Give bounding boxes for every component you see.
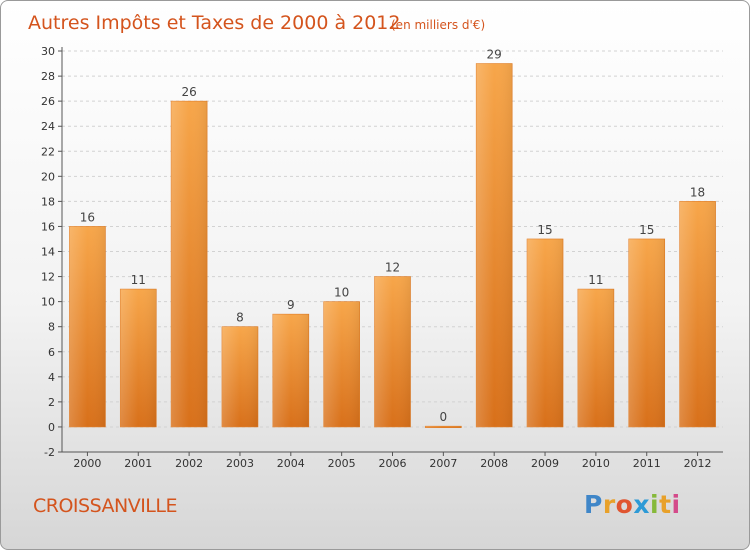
x-tick-label: 2000 xyxy=(73,457,101,470)
commune-name: CROISSANVILLE xyxy=(33,495,178,517)
bars xyxy=(69,63,716,428)
data-labels: 16 11 26 8 9 10 12 0 29 15 11 15 18 xyxy=(80,48,705,425)
data-label: 10 xyxy=(334,286,349,300)
y-tick-label: 8 xyxy=(48,321,55,334)
y-tick-label: -2 xyxy=(44,446,55,459)
data-label: 8 xyxy=(236,311,244,325)
x-tick-label: 2012 xyxy=(684,457,712,470)
logo-letter: i xyxy=(650,490,660,519)
data-label: 11 xyxy=(588,273,603,287)
y-tick-label: 14 xyxy=(41,246,55,259)
logo-letter: x xyxy=(633,490,650,519)
bar-sheen xyxy=(221,326,258,427)
chart-subtitle: (en milliers d'€) xyxy=(391,18,485,32)
bar-sheen xyxy=(272,314,309,427)
y-tick-label: 30 xyxy=(41,45,55,58)
y-tick-label: 20 xyxy=(41,170,55,183)
y-tick-label: 24 xyxy=(41,120,55,133)
bar-sheen xyxy=(323,301,360,427)
data-label: 26 xyxy=(181,85,196,99)
y-tick-label: 0 xyxy=(48,421,55,434)
data-label: 9 xyxy=(287,298,295,312)
logo-letter: r xyxy=(602,490,616,519)
bar-sheen xyxy=(425,426,462,428)
logo-letter: t xyxy=(659,490,672,519)
data-label: 0 xyxy=(440,410,448,424)
y-tick-label: 16 xyxy=(41,220,55,233)
chart-title: Autres Impôts et Taxes de 2000 à 2012 xyxy=(28,12,401,34)
data-label: 15 xyxy=(537,223,552,237)
y-tick-label: 2 xyxy=(48,396,55,409)
data-label: 16 xyxy=(80,210,95,224)
x-tick-label: 2005 xyxy=(328,457,356,470)
data-label: 29 xyxy=(487,48,502,62)
bar-sheen xyxy=(527,238,564,427)
bar-sheen xyxy=(374,276,411,427)
proxiti-logo: Proxiti xyxy=(584,490,681,519)
y-tick-label: 22 xyxy=(41,145,55,158)
x-tick-label: 2004 xyxy=(277,457,305,470)
data-label: 18 xyxy=(690,185,705,199)
y-tick-label: 18 xyxy=(41,195,55,208)
y-tick-label: 6 xyxy=(48,346,55,359)
data-label: 15 xyxy=(639,223,654,237)
x-tick-label: 2002 xyxy=(175,457,203,470)
x-tick-label: 2006 xyxy=(379,457,407,470)
y-tick-label: 28 xyxy=(41,70,55,83)
x-tick-label: 2010 xyxy=(582,457,610,470)
bar-sheen xyxy=(628,238,665,427)
bar-sheen xyxy=(120,289,157,427)
data-label: 11 xyxy=(131,273,146,287)
bar-sheen xyxy=(69,226,106,427)
bar-sheen xyxy=(476,63,513,427)
bar-sheen xyxy=(679,201,716,427)
x-tick-label: 2007 xyxy=(429,457,457,470)
bar-sheen xyxy=(171,101,208,427)
logo-letter: i xyxy=(671,490,681,519)
y-tick-label: 4 xyxy=(48,371,55,384)
logo-letter: o xyxy=(615,490,634,519)
y-tick-label: 12 xyxy=(41,271,55,284)
x-tick-label: 2003 xyxy=(226,457,254,470)
x-tick-label: 2008 xyxy=(480,457,508,470)
data-label: 12 xyxy=(385,261,400,275)
y-tick-label: 10 xyxy=(41,296,55,309)
bar-sheen xyxy=(577,289,614,427)
x-tick-label: 2011 xyxy=(633,457,661,470)
y-tick-label: 26 xyxy=(41,95,55,108)
logo-letter: P xyxy=(584,490,603,519)
x-tick-label: 2001 xyxy=(124,457,152,470)
x-tick-label: 2009 xyxy=(531,457,559,470)
